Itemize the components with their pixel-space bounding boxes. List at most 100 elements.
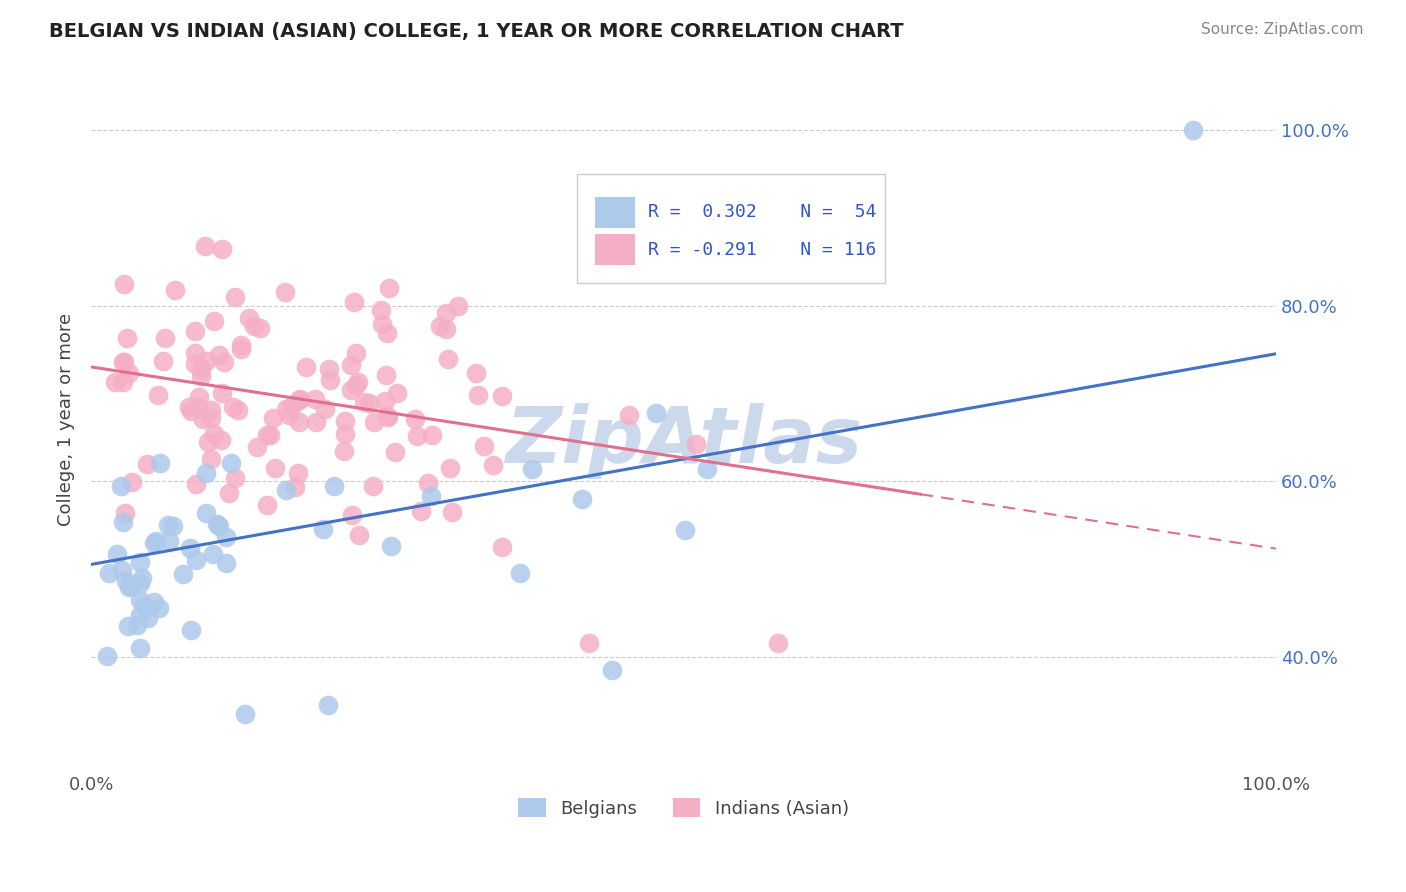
Point	[156, 517, 179, 532]
Point	[202, 314, 225, 328]
Point	[224, 470, 246, 484]
Point	[208, 349, 231, 363]
Point	[118, 366, 141, 380]
Point	[129, 592, 152, 607]
Text: BELGIAN VS INDIAN (ASIAN) COLLEGE, 1 YEAR OR MORE CORRELATION CHART: BELGIAN VS INDIAN (ASIAN) COLLEGE, 1 YEA…	[49, 22, 904, 41]
Point	[353, 395, 375, 409]
Point	[323, 478, 346, 492]
Point	[190, 362, 212, 376]
Point	[374, 368, 396, 383]
Point	[491, 540, 513, 554]
Point	[343, 294, 366, 309]
Point	[696, 462, 718, 476]
Point	[437, 352, 460, 367]
Point	[768, 636, 790, 650]
Point	[347, 376, 370, 390]
Point	[118, 580, 141, 594]
Point	[194, 238, 217, 252]
Point	[418, 476, 440, 491]
Point	[104, 375, 127, 389]
Point	[333, 414, 356, 428]
Point	[129, 575, 152, 590]
Point	[259, 428, 281, 442]
Point	[184, 346, 207, 360]
Point	[152, 354, 174, 368]
Point	[209, 433, 232, 447]
FancyBboxPatch shape	[595, 197, 636, 228]
Point	[357, 396, 380, 410]
Point	[363, 415, 385, 429]
Point	[276, 401, 298, 416]
Point	[467, 388, 489, 402]
Point	[375, 326, 398, 340]
Point	[246, 440, 269, 454]
Point	[136, 457, 159, 471]
Point	[335, 427, 357, 442]
Point	[439, 461, 461, 475]
Point	[191, 412, 214, 426]
Point	[117, 619, 139, 633]
Point	[179, 541, 201, 555]
Point	[211, 385, 233, 400]
Point	[200, 451, 222, 466]
Point	[155, 331, 177, 345]
Point	[436, 306, 458, 320]
Point	[183, 358, 205, 372]
Point	[375, 409, 398, 423]
Point	[311, 522, 333, 536]
Point	[344, 345, 367, 359]
Text: Source: ZipAtlas.com: Source: ZipAtlas.com	[1201, 22, 1364, 37]
Point	[673, 523, 696, 537]
Point	[115, 574, 138, 588]
Point	[385, 386, 408, 401]
Point	[384, 445, 406, 459]
Point	[287, 466, 309, 480]
Point	[184, 553, 207, 567]
Point	[208, 519, 231, 533]
Point	[339, 358, 361, 372]
Point	[187, 400, 209, 414]
Point	[115, 331, 138, 345]
Point	[186, 477, 208, 491]
Point	[287, 415, 309, 429]
Point	[378, 281, 401, 295]
Point	[1182, 123, 1205, 137]
Point	[281, 399, 304, 413]
FancyBboxPatch shape	[595, 235, 636, 265]
Point	[132, 599, 155, 614]
Point	[226, 402, 249, 417]
Point	[420, 428, 443, 442]
Point	[361, 479, 384, 493]
Point	[218, 486, 240, 500]
Point	[419, 489, 441, 503]
Point	[284, 480, 307, 494]
Point	[340, 383, 363, 397]
Point	[294, 359, 316, 374]
Point	[411, 504, 433, 518]
Point	[110, 563, 132, 577]
Point	[121, 475, 143, 490]
Point	[219, 457, 242, 471]
Point	[314, 401, 336, 416]
Legend: Belgians, Indians (Asian): Belgians, Indians (Asian)	[512, 791, 856, 825]
Point	[256, 428, 278, 442]
Point	[215, 556, 238, 570]
Point	[333, 444, 356, 458]
Point	[249, 321, 271, 335]
Point	[180, 623, 202, 637]
Point	[290, 392, 312, 406]
Point	[224, 290, 246, 304]
Point	[278, 408, 301, 422]
Point	[197, 434, 219, 449]
Point	[344, 377, 367, 392]
Point	[371, 317, 394, 331]
Point	[200, 410, 222, 425]
Point	[142, 536, 165, 550]
Point	[406, 429, 429, 443]
Point	[112, 515, 135, 529]
Point	[143, 595, 166, 609]
Point	[180, 404, 202, 418]
Point	[229, 342, 252, 356]
Point	[112, 355, 135, 369]
Point	[131, 571, 153, 585]
